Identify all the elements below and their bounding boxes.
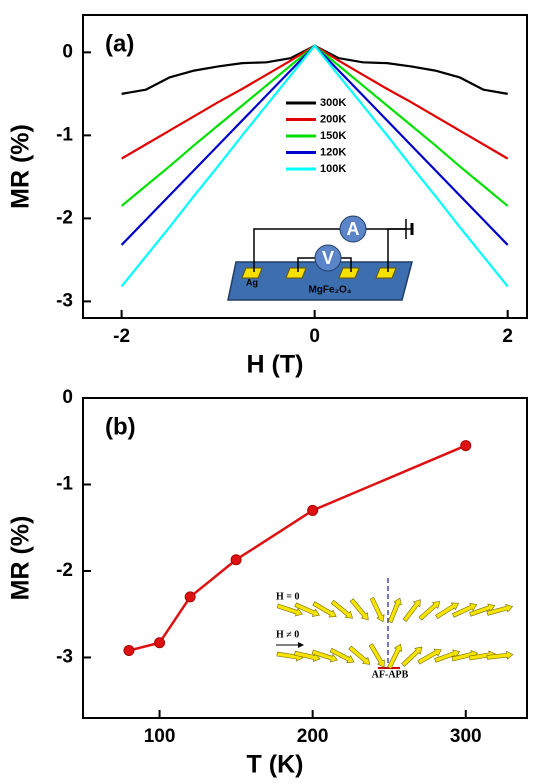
spin-arrow: [418, 601, 441, 621]
spin-arrow: [451, 603, 478, 618]
spin-arrow: [401, 646, 423, 667]
x-tick-label: 0: [309, 326, 320, 347]
spin-arrow: [330, 599, 354, 619]
field-arrow: [298, 642, 304, 648]
wire: [341, 257, 352, 272]
legend-label: 120K: [320, 146, 346, 158]
inset-label: Ag: [246, 277, 258, 287]
x-tick-label: -2: [113, 326, 130, 347]
wire: [387, 228, 412, 272]
spin-arrow: [294, 602, 320, 617]
spin-inset: H = 0 H ≠ 0 AF-APB: [276, 578, 514, 680]
spin-arrow: [348, 645, 371, 665]
x-tick-label: 200: [297, 726, 329, 747]
spin-arrow: [369, 597, 385, 623]
legend-label: 100K: [320, 163, 346, 175]
panel-label: (b): [105, 413, 136, 440]
panel-label: (a): [105, 30, 134, 57]
spin-arrow: [311, 649, 338, 663]
y-tick-label: -1: [56, 124, 73, 145]
legend-label: 150K: [320, 130, 346, 142]
x-tick-label: 300: [450, 726, 482, 747]
spin-arrow: [434, 649, 461, 663]
x-axis-title: H (T): [247, 351, 304, 379]
data-point: [123, 645, 135, 657]
spin-arrow: [486, 603, 514, 616]
spin-arrow: [329, 647, 355, 664]
legend-label: 200K: [320, 113, 346, 125]
pad: [241, 267, 263, 279]
y-tick-label: 0: [62, 41, 73, 62]
x-tick-label: 2: [502, 326, 513, 347]
inset-label: V: [322, 248, 334, 268]
pad: [285, 267, 307, 279]
spin-arrow: [417, 648, 442, 665]
spin-arrow: [486, 650, 514, 660]
spin-arrow: [312, 601, 337, 618]
inset-label: A: [347, 219, 360, 239]
legend-label: 300K: [320, 97, 346, 109]
data-point: [154, 637, 166, 649]
spin-arrow: [469, 603, 496, 617]
x-tick-label: 100: [144, 726, 176, 747]
data-point: [184, 591, 196, 603]
inset-label: MgFe₂O₄: [308, 285, 351, 296]
data-point: [307, 504, 319, 516]
spin-arrow: [387, 643, 403, 669]
data-point: [230, 554, 242, 566]
plot-frame: [82, 397, 528, 719]
ammeter: [339, 215, 367, 243]
data-line: [120, 44, 509, 288]
spin-arrow: [349, 598, 369, 621]
spin-arrow: [387, 597, 402, 624]
spin-arrow: [368, 643, 385, 668]
y-tick-label: -2: [56, 560, 73, 581]
y-tick-label: -1: [56, 474, 73, 495]
spin-arrow: [402, 599, 421, 622]
voltmeter: [314, 244, 342, 272]
y-tick-label: -2: [56, 207, 73, 228]
y-tick-label: 0: [62, 387, 73, 408]
substrate: [227, 261, 413, 301]
pad: [375, 267, 397, 279]
data-line: [128, 444, 467, 652]
x-axis-title: T (K): [247, 751, 304, 779]
data-line: [121, 44, 508, 95]
pad: [338, 267, 360, 279]
spin-arrow: [294, 650, 321, 662]
inset-label: H = 0: [276, 591, 299, 602]
circuit-inset: A V Ag MgFe₂O₄: [227, 215, 414, 301]
spin-arrow: [276, 603, 303, 617]
y-tick-label: -3: [56, 646, 73, 667]
wire: [253, 228, 340, 272]
data-point: [460, 440, 472, 452]
wire: [297, 257, 315, 272]
spin-arrow: [435, 602, 459, 620]
inset-label: AF-APB: [372, 669, 409, 680]
inset-label: H ≠ 0: [276, 629, 299, 640]
y-tick-label: -3: [56, 290, 73, 311]
y-axis-title: MR (%): [7, 124, 35, 209]
plot-frame: [82, 14, 528, 319]
y-axis-title: MR (%): [7, 516, 35, 601]
